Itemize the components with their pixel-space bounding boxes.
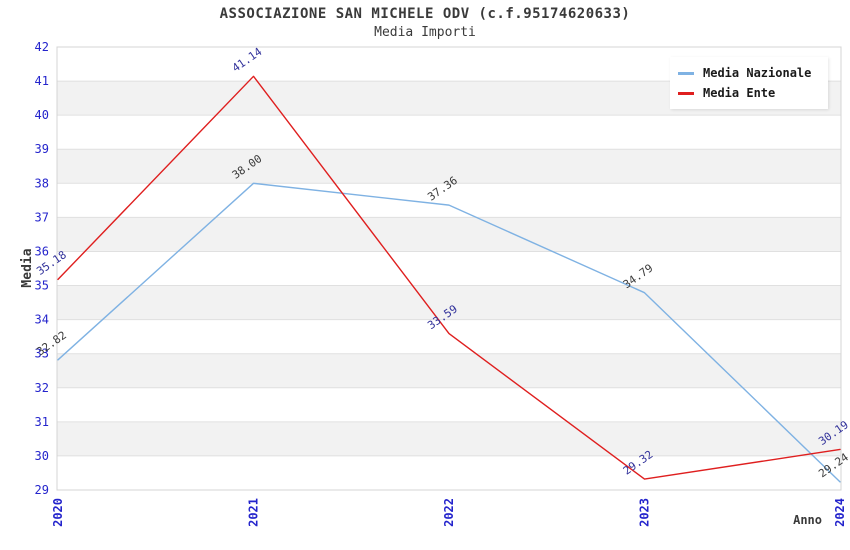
point-label: 41.14 [230, 45, 265, 75]
plot-border [56, 46, 842, 491]
y-tick-label: 33 [35, 347, 49, 361]
y-tick-label: 32 [35, 381, 49, 395]
legend-swatch-media-nazionale [678, 71, 694, 75]
y-tick-label: 34 [35, 313, 49, 327]
x-axis-title: Anno [793, 513, 822, 527]
y-tick-label: 29 [35, 483, 49, 497]
plot-band [57, 285, 841, 320]
legend-item-media-nazionale: Media Nazionale [678, 63, 820, 83]
plot-band [57, 353, 841, 388]
plot-band [57, 421, 841, 456]
chart-subtitle: Media Importi [374, 25, 476, 40]
series-line-media-ente [57, 75, 841, 480]
plot-band [57, 149, 841, 184]
legend-label-media-nazionale: Media Nazionale [703, 66, 812, 80]
y-tick-label: 39 [35, 142, 49, 156]
y-tick-label: 30 [35, 449, 49, 463]
chart-title: ASSOCIAZIONE SAN MICHELE ODV (c.f.951746… [219, 6, 631, 22]
legend-label-media-ente: Media Ente [703, 86, 776, 100]
x-tick-label: 2023 [638, 498, 652, 527]
legend: Media Nazionale Media Ente [670, 57, 828, 109]
plot-band [57, 217, 841, 252]
y-tick-label: 42 [35, 40, 49, 54]
x-tick-label: 2021 [247, 498, 261, 527]
x-tick-label: 2022 [442, 498, 456, 527]
y-tick-label: 37 [35, 210, 49, 224]
y-axis-title: Media [20, 248, 36, 288]
y-tick-label: 35 [35, 279, 49, 293]
y-tick-label: 40 [35, 108, 49, 122]
x-tick-label: 2024 [833, 498, 847, 527]
legend-item-media-ente: Media Ente [678, 83, 820, 103]
x-tick-label: 2020 [51, 498, 65, 527]
y-tick-label: 31 [35, 415, 49, 429]
y-tick-label: 36 [35, 244, 49, 258]
y-tick-label: 38 [35, 176, 49, 190]
y-tick-label: 41 [35, 74, 49, 88]
series-line-media-nazionale [57, 182, 841, 483]
legend-swatch-media-ente [678, 91, 694, 95]
